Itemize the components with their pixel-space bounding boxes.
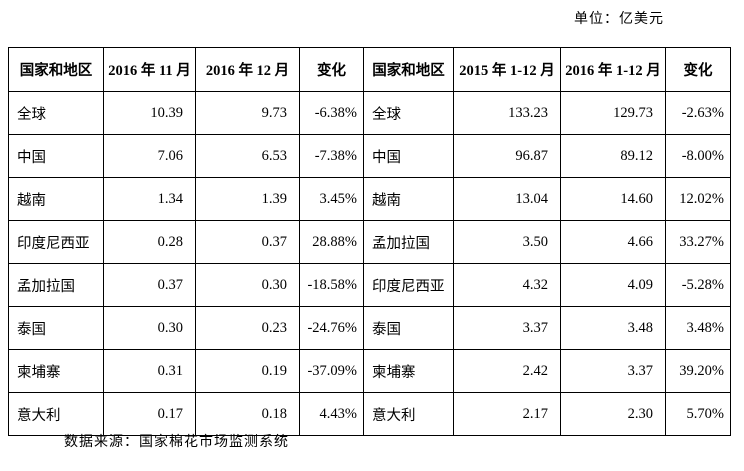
cell-2016-dec: 0.37	[195, 220, 300, 264]
cell-2016-jan-dec: 2.30	[560, 392, 666, 436]
cell-country-monthly: 孟加拉国	[8, 263, 104, 307]
cell-change-annual: 3.48%	[665, 306, 731, 350]
cell-2016-nov: 0.31	[103, 349, 196, 393]
table-header-row: 国家和地区 2016 年 11 月 2016 年 12 月 变化 国家和地区 2…	[8, 47, 731, 92]
cell-2016-nov: 0.30	[103, 306, 196, 350]
table-row: 中国 7.06 6.53 -7.38% 中国 96.87 89.12 -8.00%	[8, 134, 731, 178]
cell-2016-nov: 7.06	[103, 134, 196, 178]
cell-2015-jan-dec: 2.42	[453, 349, 561, 393]
header-2016-nov: 2016 年 11 月	[103, 47, 196, 92]
cell-2015-jan-dec: 133.23	[453, 91, 561, 135]
table-row: 印度尼西亚 0.28 0.37 28.88% 孟加拉国 3.50 4.66 33.27%	[8, 220, 731, 264]
cell-change-annual: -2.63%	[665, 91, 731, 135]
cell-2015-jan-dec: 4.32	[453, 263, 561, 307]
cell-country-annual: 柬埔寨	[363, 349, 454, 393]
cell-country-monthly: 柬埔寨	[8, 349, 104, 393]
table-row: 越南 1.34 1.39 3.45% 越南 13.04 14.60 12.02%	[8, 177, 731, 221]
header-2015-jan-dec: 2015 年 1-12 月	[453, 47, 561, 92]
cell-country-annual: 越南	[363, 177, 454, 221]
cell-2016-nov: 10.39	[103, 91, 196, 135]
cell-change-annual: 5.70%	[665, 392, 731, 436]
cell-2016-nov: 0.17	[103, 392, 196, 436]
cell-change-annual: 33.27%	[665, 220, 731, 264]
header-country-monthly: 国家和地区	[8, 47, 104, 92]
header-2016-jan-dec: 2016 年 1-12 月	[560, 47, 666, 92]
cell-country-annual: 中国	[363, 134, 454, 178]
header-change-annual: 变化	[665, 47, 731, 92]
cell-2016-jan-dec: 14.60	[560, 177, 666, 221]
header-change-monthly: 变化	[299, 47, 364, 92]
table-row: 泰国 0.30 0.23 -24.76% 泰国 3.37 3.48 3.48%	[8, 306, 731, 350]
cell-country-annual: 全球	[363, 91, 454, 135]
cell-country-monthly: 越南	[8, 177, 104, 221]
table-row: 全球 10.39 9.73 -6.38% 全球 133.23 129.73 -2.63%	[8, 91, 731, 135]
cell-2016-jan-dec: 3.48	[560, 306, 666, 350]
cell-2016-nov: 0.37	[103, 263, 196, 307]
cell-2016-dec: 0.19	[195, 349, 300, 393]
cell-2016-jan-dec: 89.12	[560, 134, 666, 178]
cell-country-monthly: 泰国	[8, 306, 104, 350]
cell-country-annual: 孟加拉国	[363, 220, 454, 264]
header-2016-dec: 2016 年 12 月	[195, 47, 300, 92]
cell-change-monthly: -24.76%	[299, 306, 364, 350]
cell-country-monthly: 中国	[8, 134, 104, 178]
cell-2016-dec: 9.73	[195, 91, 300, 135]
cell-country-monthly: 意大利	[8, 392, 104, 436]
cell-2016-dec: 0.18	[195, 392, 300, 436]
table-row: 孟加拉国 0.37 0.30 -18.58% 印度尼西亚 4.32 4.09 -5.28%	[8, 263, 731, 307]
table-row: 柬埔寨 0.31 0.19 -37.09% 柬埔寨 2.42 3.37 39.20%	[8, 349, 731, 393]
unit-note: 单位：亿美元	[574, 12, 664, 27]
cell-2016-jan-dec: 3.37	[560, 349, 666, 393]
cell-2015-jan-dec: 3.50	[453, 220, 561, 264]
cell-2016-jan-dec: 4.66	[560, 220, 666, 264]
cell-change-monthly: -7.38%	[299, 134, 364, 178]
cell-change-monthly: -6.38%	[299, 91, 364, 135]
cell-change-annual: 12.02%	[665, 177, 731, 221]
cell-change-annual: -8.00%	[665, 134, 731, 178]
cell-2016-dec: 1.39	[195, 177, 300, 221]
cell-change-monthly: 4.43%	[299, 392, 364, 436]
cell-2016-dec: 0.30	[195, 263, 300, 307]
cell-2015-jan-dec: 96.87	[453, 134, 561, 178]
cell-country-annual: 泰国	[363, 306, 454, 350]
cell-2016-jan-dec: 4.09	[560, 263, 666, 307]
table-row: 意大利 0.17 0.18 4.43% 意大利 2.17 2.30 5.70%	[8, 392, 731, 436]
cell-country-annual: 意大利	[363, 392, 454, 436]
cell-country-annual: 印度尼西亚	[363, 263, 454, 307]
cell-2015-jan-dec: 3.37	[453, 306, 561, 350]
cell-change-monthly: 3.45%	[299, 177, 364, 221]
cell-change-monthly: 28.88%	[299, 220, 364, 264]
cell-change-monthly: -18.58%	[299, 263, 364, 307]
export-data-table: 国家和地区 2016 年 11 月 2016 年 12 月 变化 国家和地区 2…	[8, 47, 731, 436]
cell-2015-jan-dec: 13.04	[453, 177, 561, 221]
cell-country-monthly: 全球	[8, 91, 104, 135]
cell-2016-nov: 0.28	[103, 220, 196, 264]
source-note: 数据来源：国家棉花市场监测系统	[64, 435, 289, 450]
cell-2016-dec: 0.23	[195, 306, 300, 350]
cell-2016-dec: 6.53	[195, 134, 300, 178]
header-country-annual: 国家和地区	[363, 47, 454, 92]
cell-change-annual: 39.20%	[665, 349, 731, 393]
cell-change-annual: -5.28%	[665, 263, 731, 307]
cell-change-monthly: -37.09%	[299, 349, 364, 393]
cell-2016-jan-dec: 129.73	[560, 91, 666, 135]
cell-2016-nov: 1.34	[103, 177, 196, 221]
cell-country-monthly: 印度尼西亚	[8, 220, 104, 264]
cell-2015-jan-dec: 2.17	[453, 392, 561, 436]
